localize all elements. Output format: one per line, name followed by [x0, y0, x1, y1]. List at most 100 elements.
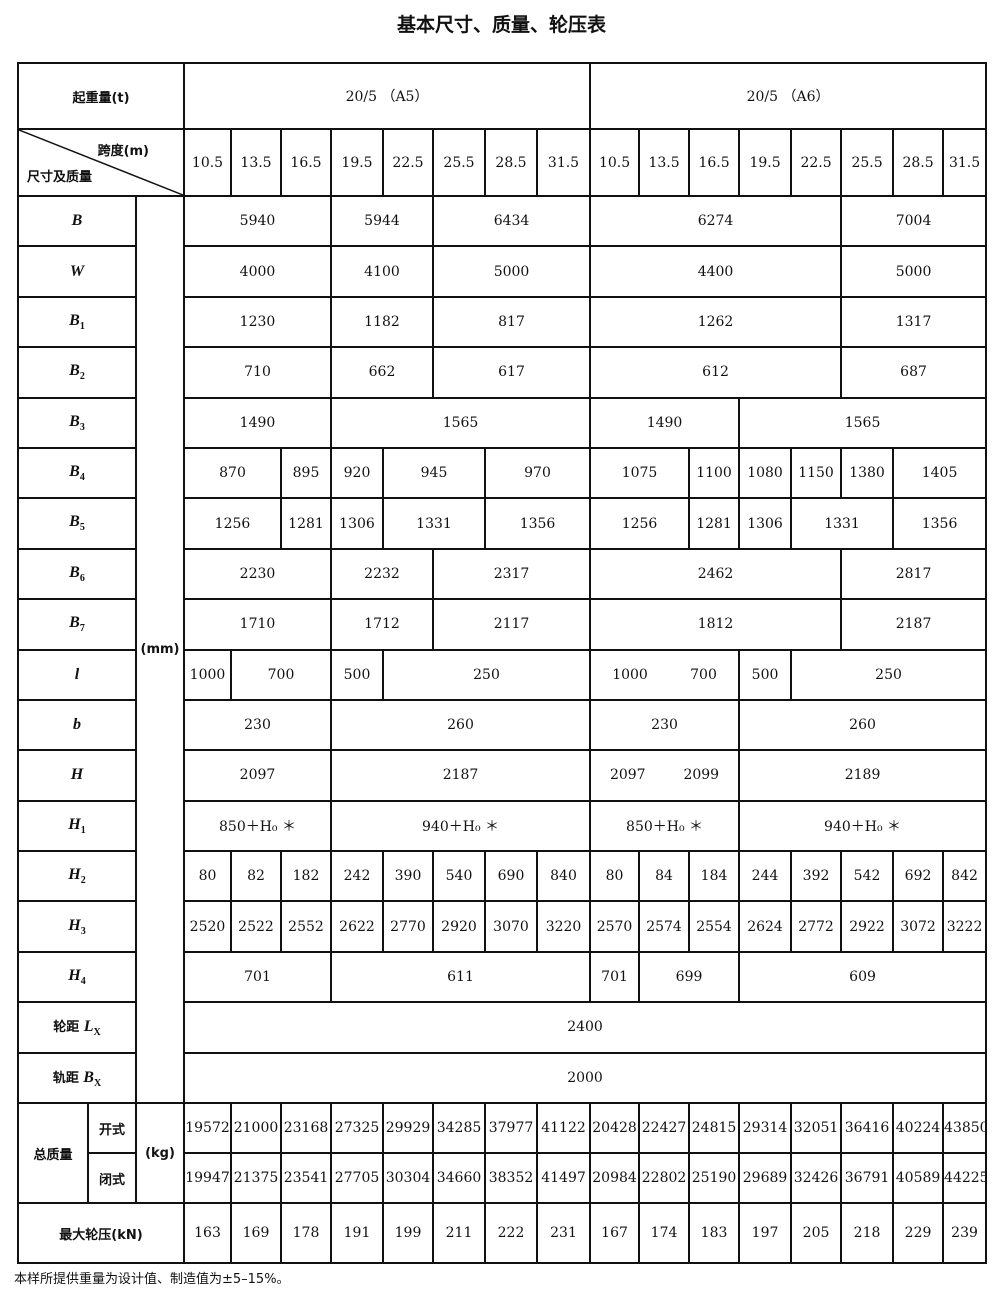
symbol-text: W [69, 262, 85, 280]
value-cell: 250 [790, 648, 988, 701]
value-cell: 2770 [382, 900, 434, 953]
capacity-label: 起重量(t) [17, 62, 185, 130]
value-cell: 260 [329, 698, 592, 752]
span-value: 28.5 [892, 128, 945, 197]
mass-value: 36791 [840, 1152, 895, 1205]
wheel-pressure-value: 199 [382, 1202, 434, 1265]
mass-value: 40224 [892, 1102, 945, 1155]
value-cell: 6434 [431, 194, 592, 248]
value: 2099 [683, 767, 720, 784]
value-cell: 230 [183, 698, 332, 752]
row-symbol: B7 [69, 614, 85, 635]
value-cell: 617 [431, 346, 592, 399]
span-value: 25.5 [840, 128, 895, 197]
row-label: B6 [17, 547, 137, 601]
value-cell: 4000 [183, 245, 332, 298]
value-cell: 542 [840, 850, 895, 903]
value-cell: 2624 [738, 900, 793, 953]
value-cell: 2772 [790, 900, 843, 953]
mass-value: 25190 [688, 1152, 741, 1205]
value-cell: 1150 [790, 446, 843, 500]
value-cell: 1356 [892, 497, 988, 550]
value-cell: 1317 [840, 295, 988, 349]
value-cell: 2554 [688, 900, 741, 953]
symbol-text: H [68, 916, 81, 934]
mass-value: 34285 [432, 1102, 486, 1155]
mass-value: 34660 [432, 1152, 486, 1205]
value-cell: 2574 [638, 900, 691, 953]
value-cell: 1712 [330, 598, 434, 651]
mass-value: 21375 [230, 1152, 282, 1205]
value-cell: 1262 [589, 295, 843, 349]
value-cell: 5000 [431, 245, 592, 298]
value-cell: 2230 [183, 547, 332, 601]
mass-value: 21000 [230, 1102, 282, 1155]
group-a5: 20/5 （A5） [182, 62, 592, 130]
symbol-text: B [69, 362, 80, 380]
value-cell: 611 [329, 950, 592, 1004]
symbol-subscript: 4 [80, 976, 86, 988]
row-symbol: B5 [69, 513, 85, 533]
value-cell: 1256 [589, 497, 691, 550]
row-symbol: B1 [69, 312, 85, 333]
span-value: 28.5 [484, 128, 538, 197]
wheel-pressure-label: 最大轮压(kN) [17, 1202, 185, 1265]
row-symbol: H4 [68, 966, 86, 988]
value-cell: 1490 [589, 396, 741, 449]
value-cell: 1100 [688, 446, 741, 500]
row-symbol: B3 [69, 413, 85, 433]
symbol-subscript: 2 [80, 875, 86, 887]
value-cell: 895 [280, 446, 332, 500]
value-cell: 1306 [330, 497, 384, 550]
page-title: 基本尺寸、质量、轮压表 [396, 14, 606, 36]
mass-value: 41122 [535, 1102, 592, 1155]
span-value: 25.5 [432, 128, 486, 197]
span-value: 16.5 [688, 128, 741, 197]
table-row: H 2097 2187 2097 2099 2189 [17, 749, 988, 802]
row-label: b [17, 698, 137, 752]
unit-mm: (mm) [135, 194, 185, 1105]
mass-value: 40589 [892, 1152, 945, 1205]
mass-value: 30304 [382, 1152, 434, 1205]
symbol-text: B [83, 1068, 94, 1086]
row-symbol: W [70, 263, 84, 280]
value-cell: 940＋H₀ ＊ [329, 799, 592, 853]
footnote: 本样所提供重量为设计值、制造值为±5–15%。 [14, 1272, 290, 1287]
symbol-subscript: X [93, 1077, 102, 1089]
mass-value: 44225 [942, 1152, 988, 1205]
value-cell: 2000 [182, 1051, 988, 1105]
table-row: b 230 260 230 260 [17, 698, 988, 752]
span-value: 22.5 [382, 128, 434, 197]
mass-value: 22802 [638, 1152, 691, 1205]
table-row: H4 701 611 701 699 609 [17, 950, 988, 1004]
value-cell: 2317 [431, 547, 592, 601]
multi-value: 1000 700 [592, 666, 737, 683]
mass-value: 37977 [484, 1102, 538, 1155]
symbol-subscript: 1 [79, 321, 85, 333]
row-symbol: B2 [69, 362, 85, 382]
value-cell: 1812 [589, 598, 843, 651]
row-label: B [17, 194, 137, 248]
symbol-subscript: 7 [79, 623, 85, 635]
wheel-pressure-value: 167 [589, 1202, 641, 1265]
table-row: B7 1710 1712 2117 1812 2187 [17, 598, 988, 651]
symbol-text: B [71, 212, 83, 230]
value-cell: 7004 [840, 194, 988, 248]
mass-value: 23168 [280, 1102, 332, 1155]
value-cell: 687 [840, 346, 988, 399]
value-cell: 242 [330, 850, 384, 903]
value-cell: 1405 [892, 446, 988, 500]
value-cell: 970 [483, 446, 592, 500]
wheel-pressure-value: 183 [688, 1202, 741, 1265]
symbol-text: H [68, 966, 81, 984]
row-label: l [17, 648, 137, 701]
group-a6: 20/5 （A6） [589, 62, 988, 130]
value-cell: 1490 [183, 396, 332, 449]
span-value: 22.5 [790, 128, 843, 197]
table-row: B4 870 895 920 945 970 1075 1100 1080 1150 1380 140… [17, 446, 988, 500]
row-label: 轮距 LX [17, 1001, 137, 1054]
table-row: B5 1256 1281 1306 1331 1356 1256 1281 1306 1331 13… [17, 497, 988, 550]
row-symbol: H [71, 766, 83, 783]
wheel-pressure-value: 174 [638, 1202, 691, 1265]
value: 1000 [612, 666, 648, 683]
